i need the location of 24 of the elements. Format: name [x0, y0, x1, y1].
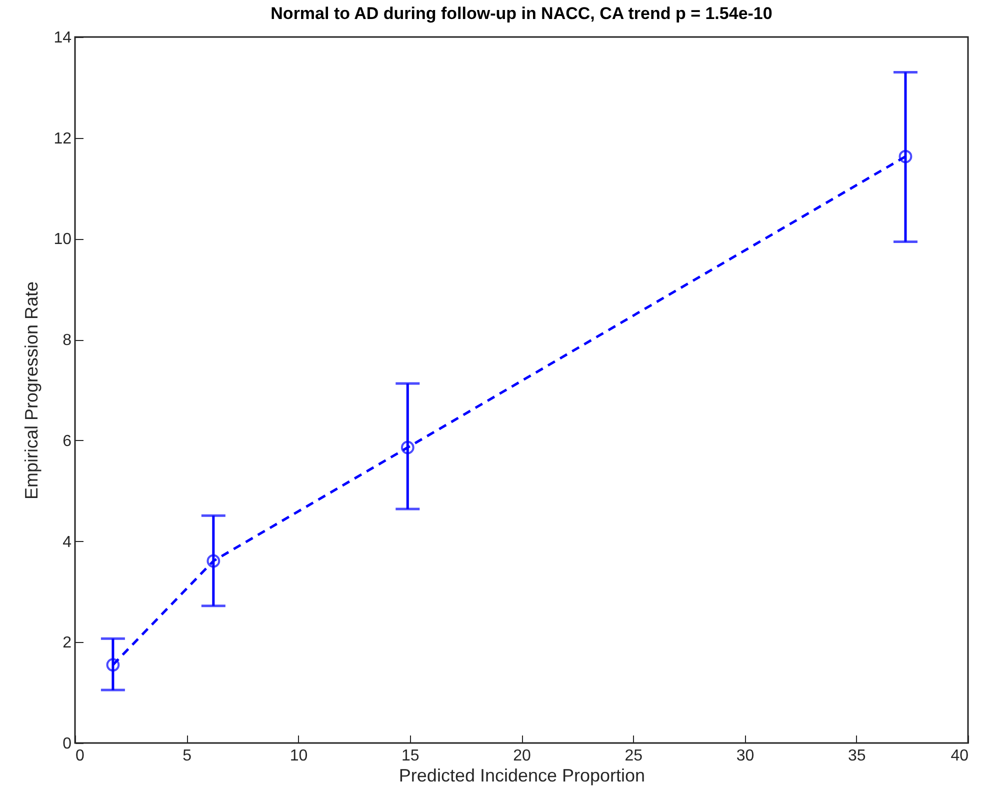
point: [106, 658, 120, 672]
y-tick-label: 14: [54, 30, 72, 46]
y-axis-title: Empirical Progression Rate: [22, 281, 42, 500]
y-tick-label: 2: [62, 634, 72, 652]
y-tick-label: 8: [62, 332, 72, 350]
point: [898, 150, 912, 164]
point: [400, 440, 414, 454]
y-tick-label: 12: [54, 130, 72, 148]
y-tick-label: 4: [62, 534, 72, 551]
x-tick-label: 35: [848, 748, 866, 764]
y-tick-label: 6: [62, 432, 72, 450]
x-tick-label: 40: [950, 748, 969, 764]
chart-title: Normal to AD during follow-up in NACC, CA trend p = 1.54e-10: [270, 4, 772, 23]
y-tick-label: 0: [62, 736, 72, 752]
x-tick-label: 30: [736, 748, 754, 764]
x-tick-label: 0: [76, 748, 84, 764]
x-tick-label: 20: [513, 748, 531, 764]
x-tick-label: 15: [401, 748, 420, 764]
x-axis-title: Predicted Incidence Proportion: [398, 766, 646, 786]
x-tick-label: 5: [182, 748, 192, 764]
x-tick-label: 10: [290, 748, 308, 764]
y-tick-label: 10: [54, 231, 72, 248]
point: [206, 554, 220, 568]
x-tick-label: 25: [624, 748, 643, 764]
